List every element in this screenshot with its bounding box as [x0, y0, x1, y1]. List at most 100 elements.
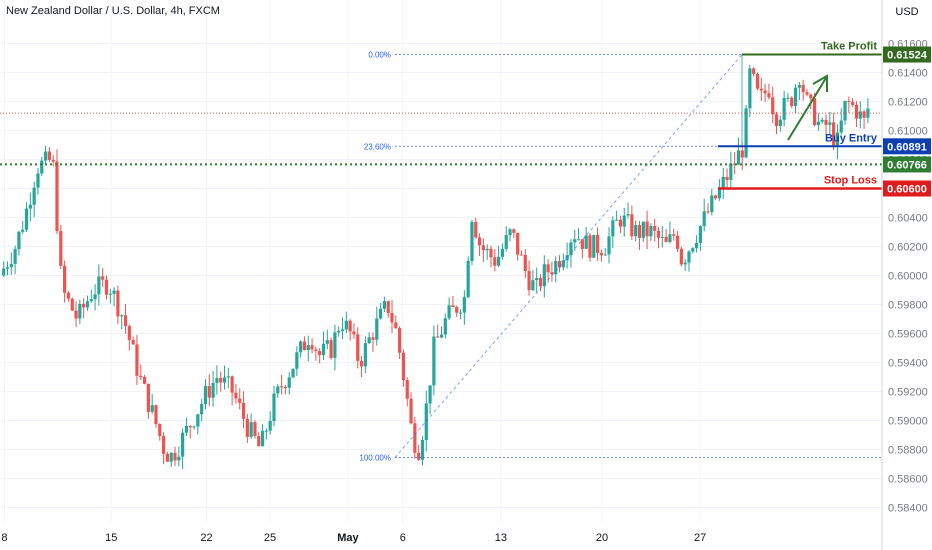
candle-body — [580, 239, 584, 249]
stop-loss-tag[interactable] — [883, 180, 931, 197]
candle-body — [706, 211, 710, 213]
candle-body — [656, 230, 661, 238]
candle-body — [268, 420, 272, 431]
candle-body — [127, 326, 131, 341]
candle-body — [398, 328, 402, 353]
candle-body — [192, 426, 196, 428]
candle-body — [611, 220, 615, 237]
candle-body — [535, 278, 539, 281]
time-tick-label: May — [337, 532, 359, 544]
candle-body — [21, 229, 25, 232]
candle-body — [615, 219, 619, 221]
candle-body — [424, 403, 428, 440]
candle-body — [55, 161, 59, 232]
candle-body — [32, 187, 36, 205]
candle-body — [512, 229, 516, 233]
candle-body — [622, 215, 626, 227]
candle-body — [698, 226, 702, 243]
candle-body — [584, 235, 588, 249]
candle-body — [576, 239, 581, 241]
candle-body — [729, 163, 733, 180]
candle-body — [348, 320, 352, 332]
take-profit-label: Take Profit — [821, 41, 877, 53]
candle-body — [200, 403, 204, 415]
candle-body — [2, 268, 6, 276]
candle-body — [603, 254, 607, 256]
candle-body — [13, 249, 17, 264]
time-tick-label: 6 — [400, 532, 406, 544]
price-tick-label: 0.60200 — [888, 242, 928, 254]
candle-body — [592, 234, 596, 258]
candle-body — [485, 248, 489, 251]
candle-body — [691, 248, 695, 252]
candle-body — [108, 293, 112, 295]
candle-body — [386, 301, 390, 313]
price-tick-label: 0.59600 — [888, 329, 928, 341]
candle-body — [725, 176, 729, 180]
candle-body — [394, 322, 398, 329]
candle-body — [97, 276, 101, 295]
take-profit-tag[interactable] — [883, 46, 931, 63]
candle-body — [85, 301, 90, 308]
candle-body — [93, 294, 97, 300]
candle-body — [504, 235, 508, 249]
candle-body — [241, 402, 246, 419]
price-tick-label: 0.59200 — [888, 387, 928, 399]
support-tag[interactable] — [883, 156, 931, 173]
candle-body — [245, 418, 249, 437]
currency-label[interactable]: USD — [895, 6, 918, 18]
candle-body — [413, 423, 417, 453]
candle-body — [516, 232, 520, 255]
candle-body — [188, 426, 192, 428]
candle-body — [634, 225, 638, 237]
candle-body — [401, 352, 406, 380]
candle-body — [234, 392, 238, 399]
candle-body — [645, 221, 649, 237]
candle-body — [451, 305, 455, 308]
candle-body — [184, 426, 189, 433]
candle-body — [101, 276, 105, 280]
candle-body — [767, 93, 771, 98]
price-tick-label: 0.58800 — [888, 445, 928, 457]
candle-body — [755, 73, 760, 89]
candle-body — [554, 260, 558, 275]
candle-body — [325, 340, 329, 344]
candle-body — [295, 352, 299, 369]
candle-body — [565, 255, 569, 261]
price-axis[interactable]: 0.616000.614000.612000.610000.608000.606… — [883, 39, 931, 515]
candle-body — [238, 398, 242, 403]
candle-body — [352, 331, 356, 335]
candle-body — [740, 150, 744, 158]
candle-body — [382, 301, 387, 309]
candle-body — [714, 195, 718, 199]
buy-entry-tag[interactable] — [883, 138, 931, 155]
price-tick-label: 0.59400 — [888, 358, 928, 370]
candle-body — [17, 231, 21, 250]
candle-body — [142, 377, 147, 384]
candle-body — [146, 383, 150, 412]
candle-body — [340, 329, 345, 331]
candle-body — [74, 310, 78, 319]
candle-body — [104, 279, 109, 295]
candle-body — [272, 393, 276, 421]
candle-body — [523, 255, 527, 271]
candle-body — [481, 245, 485, 251]
candle-body — [417, 452, 421, 460]
candle-body — [839, 120, 843, 133]
candle-body — [260, 430, 265, 447]
candle-body — [123, 315, 128, 327]
candle-body — [226, 376, 230, 378]
candle-body — [375, 318, 379, 340]
time-tick-label: 15 — [105, 532, 117, 544]
candle-body — [51, 159, 55, 162]
time-axis[interactable]: 8 15 22 25 May 6 13 20 27 — [1, 532, 706, 544]
candle-body — [588, 235, 592, 258]
up-arrow-shaft — [787, 77, 827, 141]
candle-body — [390, 312, 394, 323]
candle-body — [291, 368, 295, 378]
candle-body — [139, 375, 143, 378]
candle-body — [812, 98, 817, 126]
candle-body — [763, 90, 767, 94]
candle-body — [477, 237, 482, 246]
